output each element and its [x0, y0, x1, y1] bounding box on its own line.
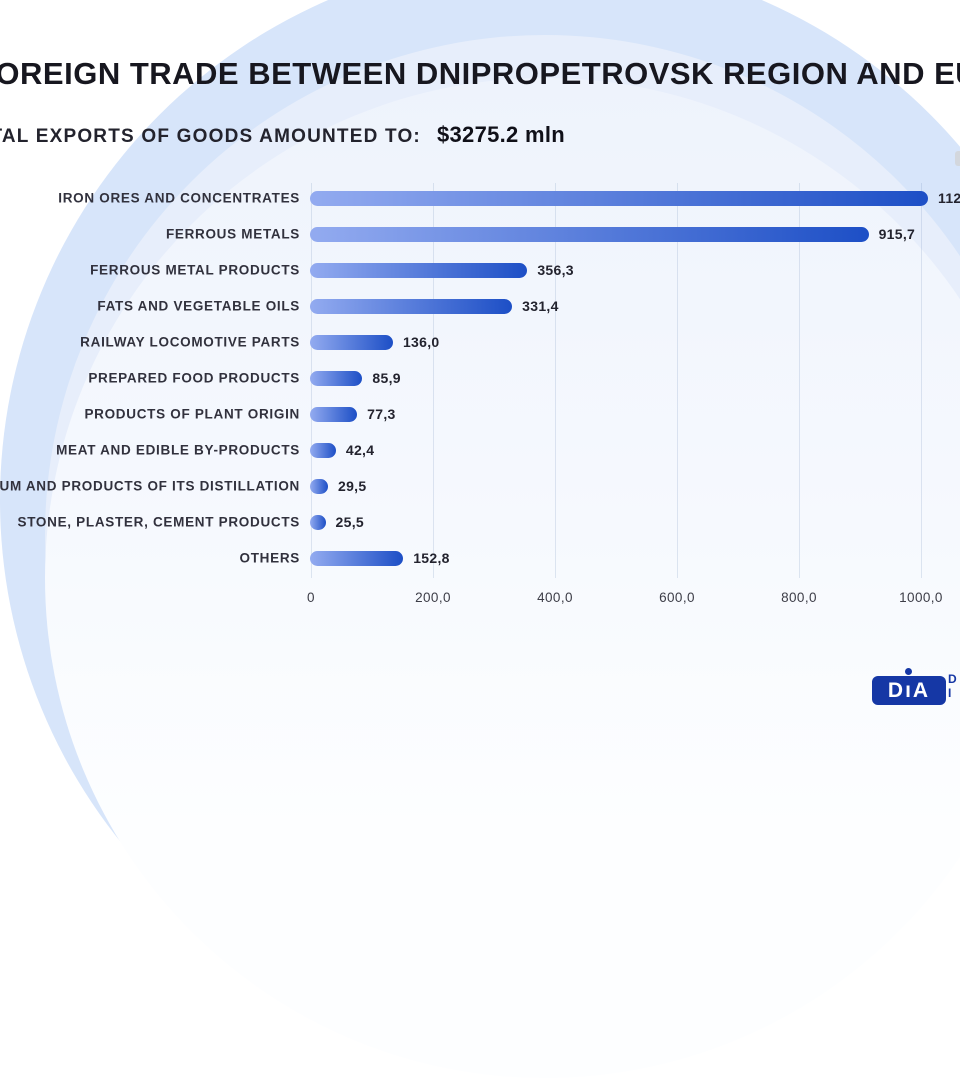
dia-logo-i-dot-icon: [905, 668, 912, 675]
category-label: FERROUS METAL PRODUCTS: [90, 262, 300, 278]
bar: [310, 334, 393, 350]
bar: [310, 550, 404, 566]
chart-row: RAILWAY LOCOMOTIVE PARTS 136,0: [0, 324, 960, 360]
value-label: 29,5: [337, 478, 367, 494]
value-label: 331,4: [522, 298, 559, 314]
x-tick-label: 0: [307, 590, 315, 605]
category-label: PRODUCTS OF PLANT ORIGIN: [84, 406, 300, 422]
category-label: RAILWAY LOCOMOTIVE PARTS: [80, 334, 300, 350]
total-exports-amount: $3275.2 mln: [436, 122, 566, 147]
bar: [310, 190, 928, 206]
chart-row: PETROLEUM AND PRODUCTS OF ITS DISTILLATI…: [0, 468, 960, 504]
gridline: [921, 183, 922, 578]
bar-wrap: 85,9: [310, 370, 401, 386]
category-label: PETROLEUM AND PRODUCTS OF ITS DISTILLATI…: [0, 478, 300, 494]
category-label: FERROUS METALS: [165, 226, 300, 242]
x-tick-label: 600,0: [659, 590, 695, 605]
bar: [310, 370, 363, 386]
value-label: 915,7: [878, 226, 916, 242]
category-label: PREPARED FOOD PRODUCTS: [88, 370, 300, 386]
x-tick-label: 200,0: [415, 590, 451, 605]
value-label: 1122: [938, 190, 960, 206]
chart-row: MEAT AND EDIBLE BY-PRODUCTS 42,4: [0, 432, 960, 468]
value-label: 356,3: [537, 262, 574, 278]
bar: [310, 478, 328, 494]
chart-row: OTHERS 152,8: [0, 540, 960, 576]
logo-side-text-fragment-top: D: [948, 672, 957, 686]
bar-wrap: 25,5: [310, 514, 364, 530]
dia-logo-text: DıA: [887, 679, 931, 702]
logo-side-text-fragment-bottom: I: [948, 686, 952, 700]
bar-wrap: 915,7: [310, 226, 915, 242]
bar-wrap: 331,4: [310, 298, 559, 314]
subtitle: TOTAL EXPORTS OF GOODS AMOUNTED TO: $327…: [0, 122, 565, 148]
x-tick-label: 400,0: [537, 590, 573, 605]
bar-wrap: 152,8: [310, 550, 450, 566]
category-label: MEAT AND EDIBLE BY-PRODUCTS: [56, 442, 300, 458]
bar-wrap: 77,3: [310, 406, 396, 422]
cutoff-edge-element: [955, 151, 960, 166]
value-label: 77,3: [367, 406, 396, 422]
dia-logo: DıA D I: [872, 668, 957, 705]
subtitle-label: TOTAL EXPORTS OF GOODS AMOUNTED TO:: [0, 126, 421, 147]
chart-row: PRODUCTS OF PLANT ORIGIN 77,3: [0, 396, 960, 432]
dia-logo-box: DıA: [872, 676, 946, 705]
category-label: STONE, PLASTER, CEMENT PRODUCTS: [17, 514, 300, 530]
value-label: 85,9: [372, 370, 401, 386]
bar: [310, 514, 326, 530]
bar-wrap: 136,0: [310, 334, 440, 350]
page-title: FOREIGN TRADE BETWEEN DNIPROPETROVSK REG…: [0, 56, 960, 91]
value-label: 42,4: [345, 442, 375, 458]
gridline: [677, 183, 678, 578]
gridline: [555, 183, 556, 578]
chart-row: FERROUS METALS 915,7: [0, 216, 960, 252]
bar-wrap: 29,5: [310, 478, 366, 494]
chart-row: FERROUS METAL PRODUCTS 356,3: [0, 252, 960, 288]
value-label: 152,8: [413, 550, 450, 566]
value-label: 25,5: [335, 514, 364, 530]
chart-rows: IRON ORES AND CONCENTRATES 1122 FERROUS …: [0, 180, 960, 576]
bar-chart: IRON ORES AND CONCENTRATES 1122 FERROUS …: [0, 180, 960, 605]
chart-row: IRON ORES AND CONCENTRATES 1122: [0, 180, 960, 216]
category-label: OTHERS: [239, 550, 300, 566]
bar: [310, 298, 513, 314]
category-label: FATS AND VEGETABLE OILS: [97, 298, 300, 314]
bar: [310, 406, 358, 422]
bar-wrap: 1122: [310, 190, 960, 206]
gridline: [433, 183, 434, 578]
chart-row: STONE, PLASTER, CEMENT PRODUCTS 25,5: [0, 504, 960, 540]
value-label: 136,0: [402, 334, 440, 350]
category-label: IRON ORES AND CONCENTRATES: [58, 190, 300, 206]
bar: [310, 442, 336, 458]
x-tick-label: 800,0: [781, 590, 817, 605]
chart-row: FATS AND VEGETABLE OILS 331,4: [0, 288, 960, 324]
bar-wrap: 356,3: [310, 262, 574, 278]
gridline: [799, 183, 800, 578]
x-tick-label: 1000,0: [899, 590, 943, 605]
bar-wrap: 42,4: [310, 442, 374, 458]
bar: [310, 262, 528, 278]
chart-row: PREPARED FOOD PRODUCTS 85,9: [0, 360, 960, 396]
bar: [310, 226, 869, 242]
